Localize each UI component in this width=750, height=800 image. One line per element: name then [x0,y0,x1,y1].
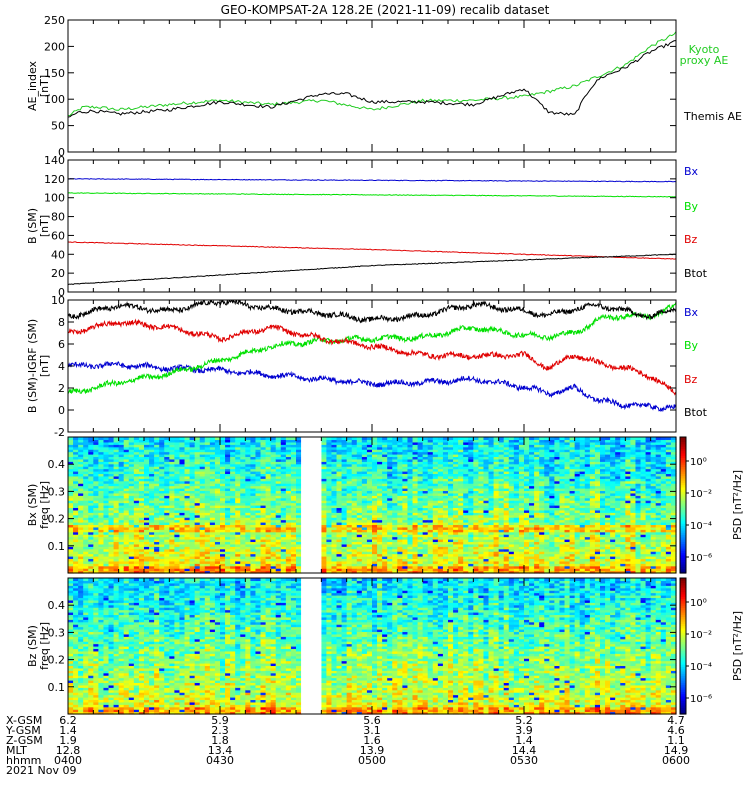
legend-btot: Btot [684,267,708,280]
y-tick-label: 140 [44,154,65,167]
y-tick-label: 60 [51,229,65,242]
series-line-by [68,302,676,394]
legend-bz: Bz [684,373,698,386]
legend-bx: Bx [684,165,699,178]
y-tick-label: 250 [44,14,65,27]
y-tick-label: 100 [44,192,65,205]
legend-by: By [684,200,699,213]
y-tick-label: 200 [44,40,65,53]
series-line-themis-ae [68,41,676,118]
plot-area [68,179,676,285]
series-line-btot [68,254,676,285]
y-tick-label: 2 [58,382,65,395]
y-axis-label: [nT] [38,215,51,237]
legend-bx: Bx [684,306,699,319]
legend-by: By [684,339,699,352]
series-line-bx [68,179,676,182]
y-tick-label: 8 [58,316,65,329]
legend-kyoto-line2: proxy AE [680,54,729,67]
legend-bz: Bz [684,233,698,246]
legend-themis: Themis AE [683,110,742,123]
y-tick-label: 50 [51,120,65,133]
y-tick-label: 4 [58,360,65,373]
y-axis-label: [nT] [38,75,51,97]
series-line-bx [68,362,676,411]
y-tick-label: 0 [58,404,65,417]
plot-area [68,32,676,117]
series-line-bz [68,242,676,259]
y-tick-label: 20 [51,267,65,280]
y-tick-label: 80 [51,211,65,224]
y-tick-label: -2 [54,426,65,439]
y-tick-label: 10 [51,294,65,307]
plot-area [68,300,676,411]
y-tick-label: 40 [51,248,65,261]
y-tick-label: 120 [44,173,65,186]
series-line-by [68,193,676,197]
y-tick-label: 6 [58,338,65,351]
y-axis-label: [nT] [38,355,51,377]
panel-frame [68,20,676,152]
chart-title: GEO-KOMPSAT-2A 128.2E (2021-11-09) recal… [221,3,550,17]
legend-btot: Btot [684,406,708,419]
spectrogram-cells [68,437,677,574]
series-line-kyoto-proxy-ae [68,32,676,116]
